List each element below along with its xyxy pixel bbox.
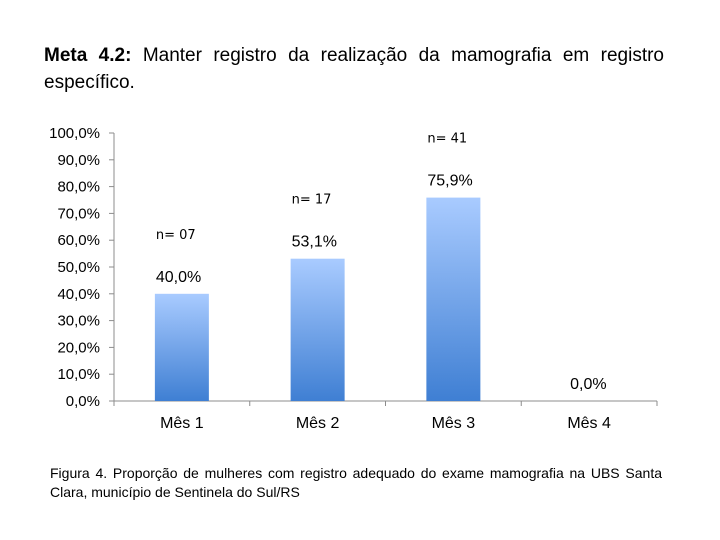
y-tick-label: 0,0%: [66, 393, 100, 410]
y-tick-label: 30,0%: [57, 313, 100, 330]
figure-caption: Figura 4. Proporção de mulheres com regi…: [50, 464, 662, 502]
y-tick-label: 40,0%: [57, 286, 100, 303]
x-tick-label: Mês 1: [160, 415, 204, 432]
title-label: Meta 4.2:: [44, 45, 132, 66]
caption-label: Figura 4.: [50, 465, 108, 481]
data-label: 53,1%: [292, 234, 337, 251]
n-label: n= 41: [427, 132, 467, 147]
bar: [426, 197, 481, 401]
data-label: 0,0%: [570, 376, 606, 393]
y-tick-label: 100,0%: [49, 125, 100, 142]
x-tick-label: Mês 2: [296, 415, 340, 432]
y-tick-label: 60,0%: [57, 232, 100, 249]
x-tick-label: Mês 4: [567, 415, 611, 432]
bar: [154, 293, 209, 401]
y-tick-label: 20,0%: [57, 339, 100, 356]
data-label: 40,0%: [156, 269, 201, 286]
data-label: 75,9%: [427, 173, 472, 190]
title-text: Manter registro da realização da mamogra…: [44, 45, 664, 93]
x-tick-label: Mês 3: [432, 415, 476, 432]
n-label: n= 17: [292, 193, 332, 208]
n-label: n= 07: [156, 228, 196, 243]
y-tick-label: 10,0%: [57, 366, 100, 383]
y-tick-label: 50,0%: [57, 259, 100, 276]
y-tick-label: 90,0%: [57, 152, 100, 169]
bar: [290, 258, 345, 401]
caption-text: Proporção de mulheres com registro adequ…: [50, 465, 663, 500]
chart-title: Meta 4.2: Manter registro da realização …: [44, 42, 664, 96]
y-tick-label: 80,0%: [57, 179, 100, 196]
y-tick-label: 70,0%: [57, 205, 100, 222]
